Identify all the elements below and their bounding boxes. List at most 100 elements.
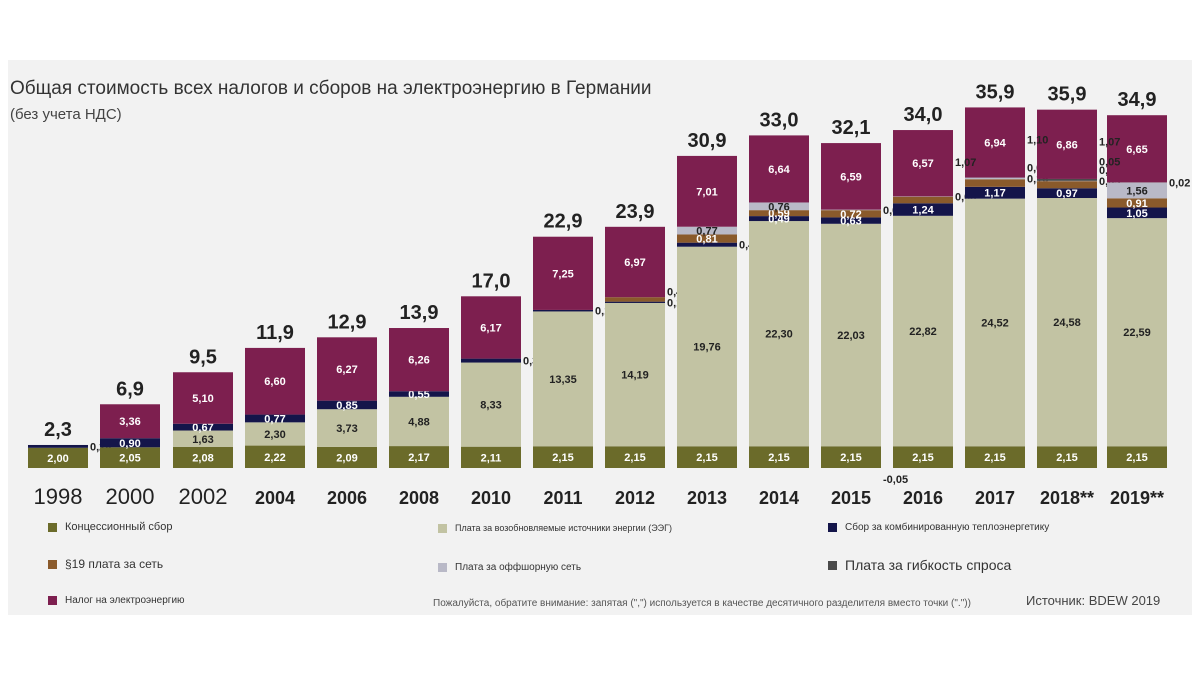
category-label: 2006 xyxy=(327,488,367,508)
data-label: 2,00 xyxy=(47,453,68,465)
data-label: 2,15 xyxy=(696,452,717,464)
data-label: 22,30 xyxy=(765,329,793,341)
total-label: 35,9 xyxy=(1048,84,1087,106)
data-label: 2,09 xyxy=(336,452,357,464)
category-label: 2010 xyxy=(471,488,511,508)
data-label: 3,73 xyxy=(336,423,357,435)
data-label: 2,15 xyxy=(840,452,861,464)
data-label: 2,30 xyxy=(264,429,285,441)
data-label: 1,24 xyxy=(912,205,934,217)
category-label: 2002 xyxy=(179,484,228,509)
category-label: 2000 xyxy=(106,484,155,509)
bar-segment xyxy=(173,423,233,431)
legend-swatch xyxy=(438,563,447,572)
bar-segment xyxy=(749,221,809,447)
bar-segment xyxy=(821,210,881,218)
data-label: 2,08 xyxy=(192,452,213,464)
bar-segment xyxy=(821,217,881,224)
bar-segment xyxy=(605,446,665,468)
data-label: 0,97 xyxy=(1056,188,1077,200)
bar-segment xyxy=(821,446,881,468)
legend-swatch xyxy=(48,596,57,605)
data-label: 0,49 xyxy=(768,214,789,226)
data-label: 4,88 xyxy=(408,416,429,428)
legend-label: Плата за гибкость спроса xyxy=(845,557,1012,573)
data-label: 2,15 xyxy=(552,452,573,464)
legend-label: Концессионный сбор xyxy=(65,521,173,533)
data-label: 6,64 xyxy=(768,164,790,176)
legend-item-eeg: Плата за возобновляемые источники энерги… xyxy=(438,523,672,533)
bar-segment xyxy=(100,447,160,468)
bar-segment xyxy=(1107,198,1167,208)
bar-segment xyxy=(1037,181,1097,189)
bar-segment xyxy=(245,422,305,446)
bar-segment xyxy=(1037,446,1097,468)
data-label: 22,03 xyxy=(837,330,865,342)
total-label: 2,3 xyxy=(44,419,72,441)
legend-item-concession: Концессионный сбор xyxy=(48,521,172,533)
bar-segment xyxy=(677,234,737,243)
category-label: 1998 xyxy=(34,484,83,509)
category-label: 2015 xyxy=(831,488,871,508)
legend-swatch xyxy=(828,523,837,532)
bar-segment xyxy=(749,216,809,222)
bar-segment xyxy=(965,446,1025,468)
bar-segment xyxy=(533,309,593,312)
data-label: 7,25 xyxy=(552,268,573,280)
bar-segment xyxy=(821,143,881,210)
bar-segment xyxy=(245,347,305,415)
bar-segment xyxy=(677,155,737,227)
data-label: 0,05 xyxy=(1099,157,1120,169)
chart-title: Общая стоимость всех налогов и сборов на… xyxy=(10,78,652,99)
data-label: 2,11 xyxy=(481,452,502,464)
bar-segment xyxy=(605,297,665,302)
bar-segment xyxy=(893,215,953,447)
bar-segment xyxy=(821,209,881,211)
category-label: 2017 xyxy=(975,488,1015,508)
data-label: 6,17 xyxy=(480,322,501,334)
bar-segment xyxy=(749,446,809,468)
data-label: 6,65 xyxy=(1126,144,1147,156)
legend-label: Налог на электроэнергию xyxy=(65,595,185,606)
total-label: 9,5 xyxy=(189,346,217,368)
bar-segment xyxy=(245,445,305,468)
bar-segment xyxy=(245,414,305,423)
data-label: 8,33 xyxy=(480,400,501,412)
bar-segment xyxy=(893,196,953,204)
category-label: 2008 xyxy=(399,488,439,508)
legend-label: Плата за возобновляемые источники энерги… xyxy=(455,523,673,533)
data-label: 0,59 xyxy=(768,208,789,220)
bar-segment xyxy=(1107,207,1167,219)
total-label: 34,0 xyxy=(904,104,943,126)
data-label: 24,58 xyxy=(1053,317,1081,329)
bar-segment xyxy=(389,446,449,468)
legend-item-electricity-tax: Налог на электроэнергию xyxy=(48,595,185,606)
total-label: 11,9 xyxy=(256,322,294,344)
data-label: 24,52 xyxy=(981,317,1009,329)
bar-segment xyxy=(173,372,233,424)
bar-segment xyxy=(100,404,160,439)
bar-segment xyxy=(1037,109,1097,179)
bar-segment xyxy=(1037,198,1097,447)
category-label: 2013 xyxy=(687,488,727,508)
data-label: 0,90 xyxy=(119,438,140,450)
bar-segment xyxy=(893,446,953,468)
bar-segment xyxy=(677,446,737,468)
data-label: 2,17 xyxy=(408,452,429,464)
legend-label: Сбор за комбинированную теплоэнергетику xyxy=(845,522,1050,533)
bar-segment xyxy=(1107,115,1167,183)
data-label: 6,60 xyxy=(264,376,285,388)
legend-swatch xyxy=(48,522,57,532)
bar-segment xyxy=(605,302,665,447)
total-label: 13,9 xyxy=(400,302,439,324)
data-label: 2,22 xyxy=(264,452,285,464)
data-label: 0,77 xyxy=(264,413,285,425)
bar-segment xyxy=(461,446,521,468)
bar-segment xyxy=(965,198,1025,447)
data-label: 1,07 xyxy=(1099,137,1120,149)
data-label: 19,76 xyxy=(693,341,721,353)
data-label: 1,05 xyxy=(1126,208,1147,220)
bar-segment xyxy=(1037,178,1097,181)
